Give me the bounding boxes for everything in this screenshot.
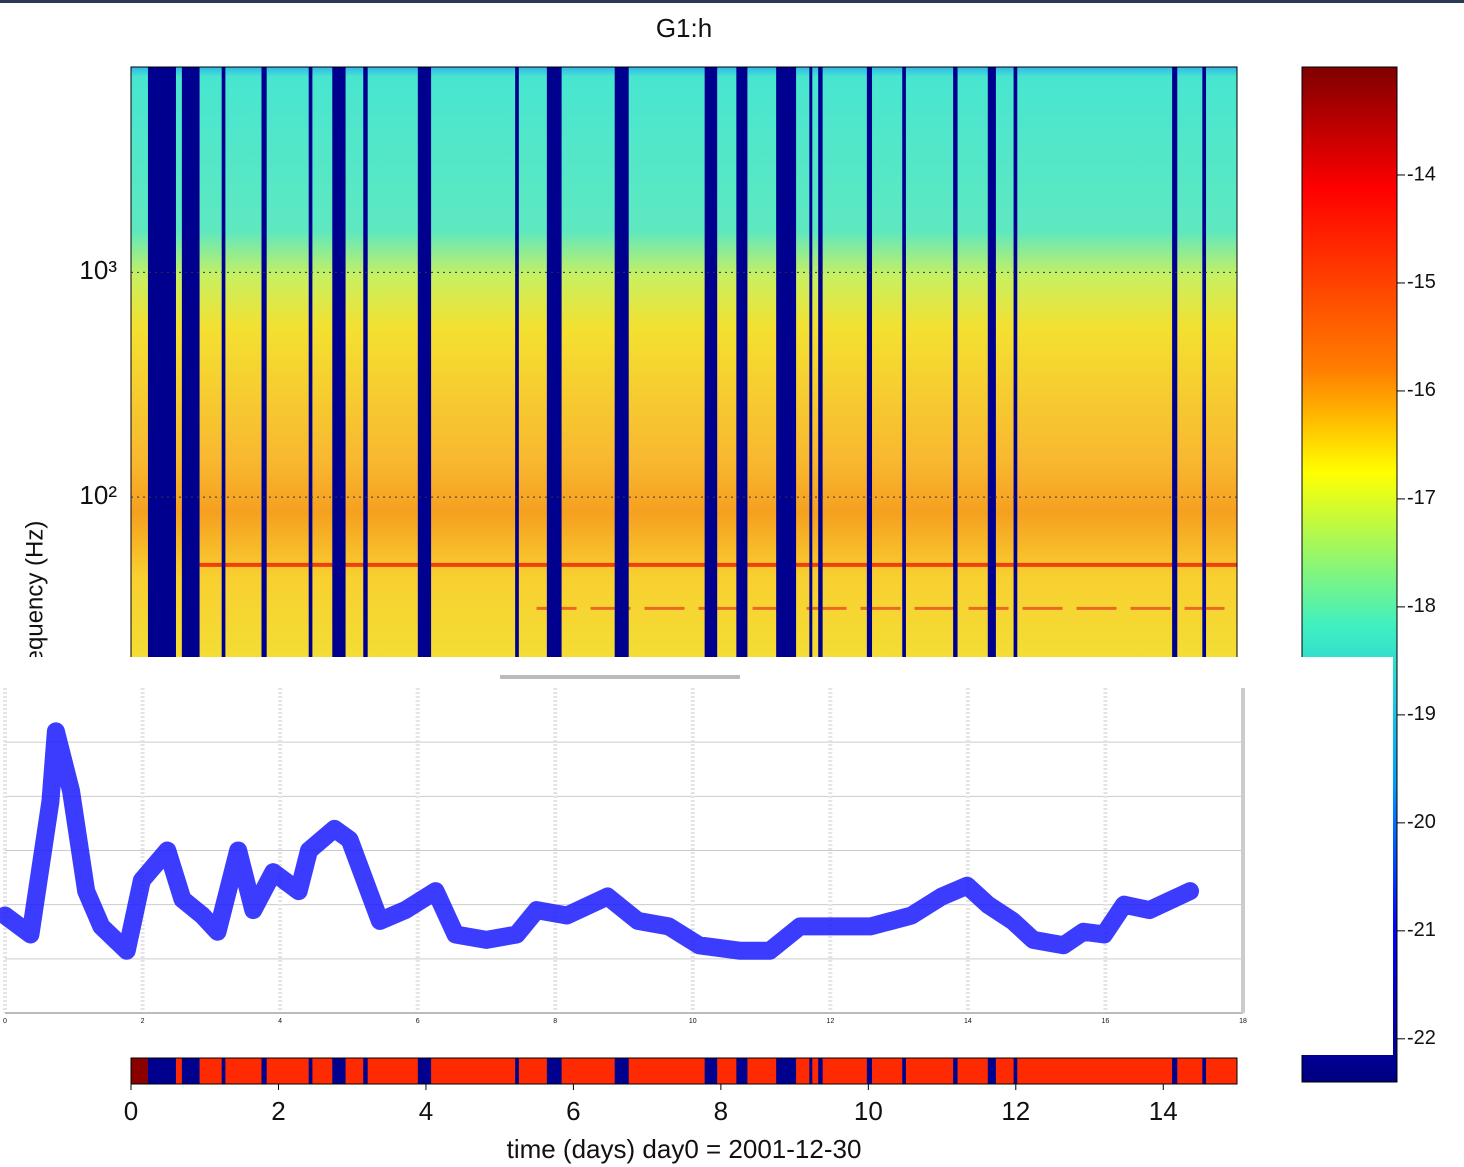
strip-gap <box>261 1058 267 1084</box>
strip-gap <box>736 1058 748 1084</box>
strip-gap <box>1013 1058 1018 1084</box>
colorbar-tick-label: -16 <box>1407 379 1436 401</box>
x-tick-label: 2 <box>141 1018 145 1025</box>
x-tick-label: 14 <box>1149 1096 1178 1126</box>
strip-gap <box>1202 1058 1207 1084</box>
strip-gap <box>704 1058 718 1084</box>
x-axis-label: time (days) day0 = 2001-12-30 <box>507 1134 862 1164</box>
strip-gap <box>363 1058 368 1084</box>
x-tick-label: 4 <box>278 1018 282 1025</box>
inset-title-placeholder <box>500 675 740 679</box>
data-gap <box>953 67 958 722</box>
data-gap <box>546 67 562 722</box>
colorbar-tick-label: -22 <box>1407 1027 1436 1049</box>
data-gap <box>1013 67 1018 722</box>
x-tick-label: 6 <box>566 1096 580 1126</box>
colorbar-tick-label: -15 <box>1407 271 1436 293</box>
strip-gap <box>332 1058 346 1084</box>
spectrogram-field <box>131 67 1237 722</box>
x-tick-label: 16 <box>1102 1018 1110 1025</box>
data-gap <box>221 67 226 722</box>
availability-start <box>131 1058 148 1084</box>
data-gap <box>1172 67 1178 722</box>
inset-window: 0 2 4 6 8 10 12 14 16 18 <box>0 657 1393 1055</box>
availability-strip <box>131 1058 1237 1084</box>
strip-gap <box>987 1058 996 1084</box>
strip-gap <box>221 1058 226 1084</box>
data-gap <box>515 67 519 722</box>
top-border <box>0 0 1464 3</box>
strip-frame <box>130 1057 1238 1085</box>
strip-gap <box>776 1058 797 1084</box>
x-tick-label: 12 <box>1001 1096 1030 1126</box>
x-tick-label: 4 <box>419 1096 433 1126</box>
strip-gap <box>866 1058 873 1084</box>
x-tick-label: 18 <box>1239 1018 1247 1025</box>
data-gap <box>261 67 267 722</box>
data-gap <box>704 67 718 722</box>
data-gap <box>776 67 797 722</box>
x-tick-label: 10 <box>854 1096 883 1126</box>
x-tick-label: 0 <box>3 1018 7 1025</box>
strip-gap <box>417 1058 432 1084</box>
series-line <box>0 722 1200 960</box>
x-tick-label: 8 <box>714 1096 728 1126</box>
data-gap <box>147 67 176 722</box>
strip-gap <box>546 1058 562 1084</box>
data-gap <box>902 67 906 722</box>
colorbar-tick-label: -17 <box>1407 487 1436 509</box>
bottom-axis: 0 2 4 6 8 10 12 14 time (days) day0 = 2001-12-30 <box>124 1057 1238 1164</box>
strip-gap <box>902 1058 906 1084</box>
data-gap <box>417 67 432 722</box>
x-tick-label: 6 <box>416 1018 420 1025</box>
x-tick-label: 10 <box>689 1018 697 1025</box>
strip-gap <box>818 1058 823 1084</box>
x-tick-label: 0 <box>124 1096 138 1126</box>
strip-gap <box>308 1058 313 1084</box>
x-tick-label: 8 <box>553 1018 557 1025</box>
colorbar-tick-label: -19 <box>1407 703 1436 725</box>
data-gap <box>363 67 368 722</box>
strip-gap <box>614 1058 629 1084</box>
strip-gap <box>147 1058 176 1084</box>
strip-gap <box>181 1058 200 1084</box>
x-tick-label: 12 <box>826 1018 834 1025</box>
colorbar-tick-label: -21 <box>1407 919 1436 941</box>
inset-background <box>0 657 1393 1055</box>
colorbar-tick-label: -20 <box>1407 811 1436 833</box>
data-gap <box>181 67 200 722</box>
data-gap <box>987 67 996 722</box>
x-tick-label: 2 <box>271 1096 285 1126</box>
data-gap <box>614 67 629 722</box>
colorbar-tick-label: -18 <box>1407 595 1436 617</box>
data-gap <box>332 67 346 722</box>
data-gap <box>818 67 823 722</box>
chart-title: G1:h <box>656 13 712 43</box>
strip-gap <box>809 1058 813 1084</box>
strip-gap <box>515 1058 519 1084</box>
data-gap <box>736 67 748 722</box>
x-tick-label: 14 <box>964 1018 972 1025</box>
data-gap <box>308 67 313 722</box>
y-tick-label: 10³ <box>79 255 117 285</box>
colorbar-tick-label: -14 <box>1407 163 1436 185</box>
strip-gap <box>953 1058 958 1084</box>
data-gap <box>866 67 873 722</box>
data-gap <box>1202 67 1207 722</box>
data-gap <box>809 67 813 722</box>
y-tick-label: 10² <box>79 480 117 510</box>
strip-gap <box>1172 1058 1178 1084</box>
